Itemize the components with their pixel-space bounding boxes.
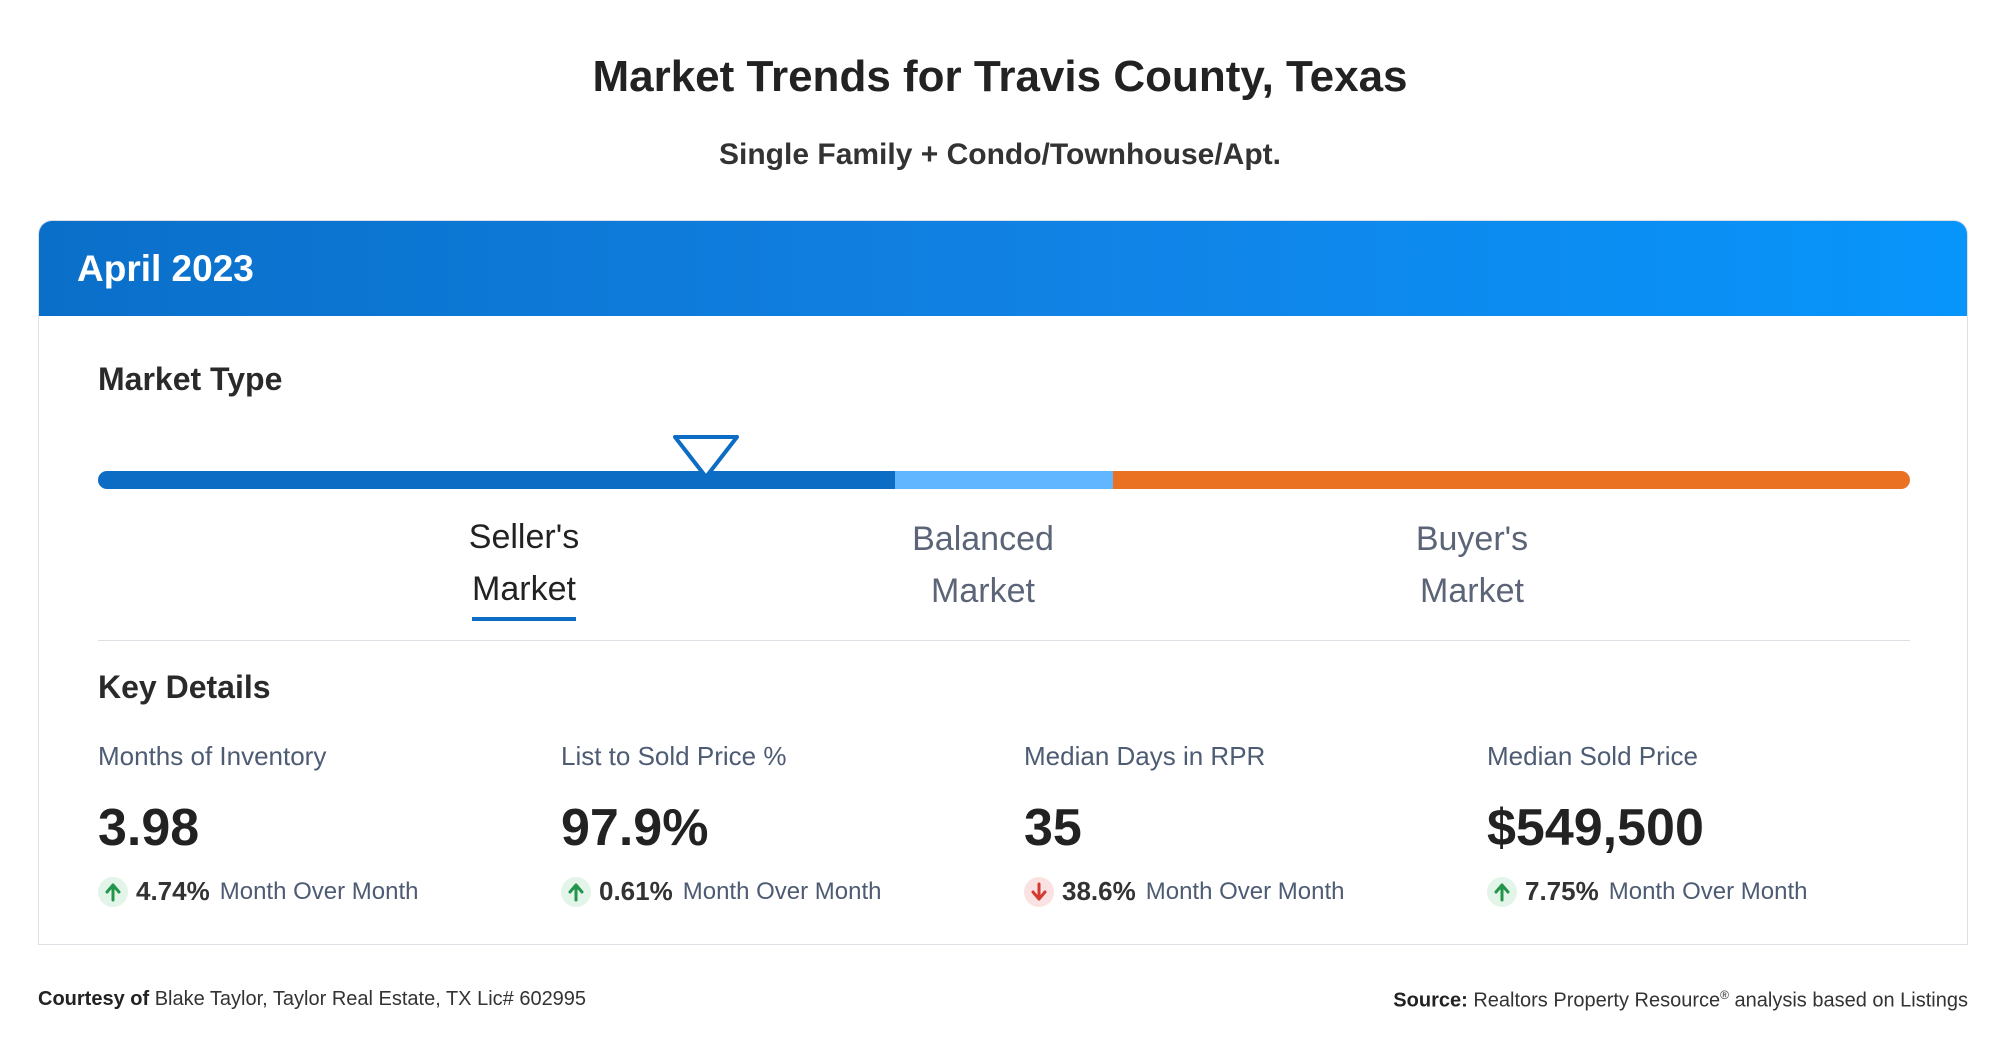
sellers-market-label: Seller's Market <box>394 511 654 621</box>
metric-median-sold-price: Median Sold Price $549,500 7.75% Month O… <box>1487 741 1927 907</box>
change-percent: 7.75% <box>1525 876 1599 906</box>
change-label: Month Over Month <box>1145 877 1345 905</box>
change-label: Month Over Month <box>682 877 882 905</box>
courtesy-label: Courtesy of <box>38 988 150 1010</box>
balanced-market-segment <box>895 471 1113 489</box>
metric-value: $549,500 <box>1487 799 1704 857</box>
sellers-market-segment <box>98 471 895 489</box>
source-label: Source: <box>1393 989 1468 1012</box>
page-subtitle: Single Family + Condo/Townhouse/Apt. <box>719 138 1281 171</box>
arrow-down-icon <box>1024 876 1054 907</box>
arrow-up-icon <box>561 876 591 907</box>
courtesy-text: Blake Taylor, Taylor Real Estate, TX Lic… <box>154 988 587 1010</box>
buyers-market-label: Buyer's Market <box>1415 520 1529 610</box>
metric-list-to-sold-price: List to Sold Price % 97.9% 0.61% Month O… <box>561 741 1001 907</box>
arrow-up-icon <box>1487 876 1517 907</box>
metric-value: 35 <box>1024 799 1082 857</box>
courtesy-footer: Courtesy of Blake Taylor, Taylor Real Es… <box>38 988 586 1011</box>
market-type-heading: Market Type <box>98 361 283 397</box>
metric-label: List to Sold Price % <box>561 741 787 771</box>
market-indicator-icon <box>673 435 739 479</box>
registered-mark: ® <box>1720 988 1729 1002</box>
source-text: analysis based on Listings <box>1734 989 1968 1012</box>
metric-change: 7.75% Month Over Month <box>1487 876 1927 907</box>
arrow-up-icon <box>98 876 128 907</box>
metric-label: Months of Inventory <box>98 741 327 771</box>
metric-value: 97.9% <box>561 799 709 857</box>
balanced-market-label: Balanced Market <box>912 520 1054 610</box>
metric-change: 0.61% Month Over Month <box>561 876 1001 907</box>
page-title: Market Trends for Travis County, Texas <box>592 52 1408 101</box>
metric-label: Median Sold Price <box>1487 741 1698 771</box>
change-percent: 0.61% <box>599 876 673 906</box>
metric-median-days-in-rpr: Median Days in RPR 35 38.6% Month Over M… <box>1024 741 1464 907</box>
buyers-market-segment <box>1113 471 1910 489</box>
key-details-heading: Key Details <box>98 669 271 705</box>
metric-change: 4.74% Month Over Month <box>98 876 538 907</box>
card-header-period: April 2023 <box>39 221 1967 316</box>
change-label: Month Over Month <box>219 877 419 905</box>
metric-value: 3.98 <box>98 799 200 857</box>
metric-change: 38.6% Month Over Month <box>1024 876 1464 907</box>
change-percent: 38.6% <box>1062 876 1136 906</box>
market-type-bar <box>98 471 1910 489</box>
source-footer: Source: Realtors Property Resource® anal… <box>1393 988 1968 1013</box>
source-name: Realtors Property Resource <box>1473 989 1721 1012</box>
metric-months-of-inventory: Months of Inventory 3.98 4.74% Month Ove… <box>98 741 538 907</box>
section-divider <box>98 640 1910 641</box>
change-percent: 4.74% <box>136 876 210 906</box>
market-trends-card: April 2023 Market Type Seller's Market B… <box>38 220 1968 945</box>
change-label: Month Over Month <box>1608 877 1808 905</box>
metric-label: Median Days in RPR <box>1024 741 1266 771</box>
